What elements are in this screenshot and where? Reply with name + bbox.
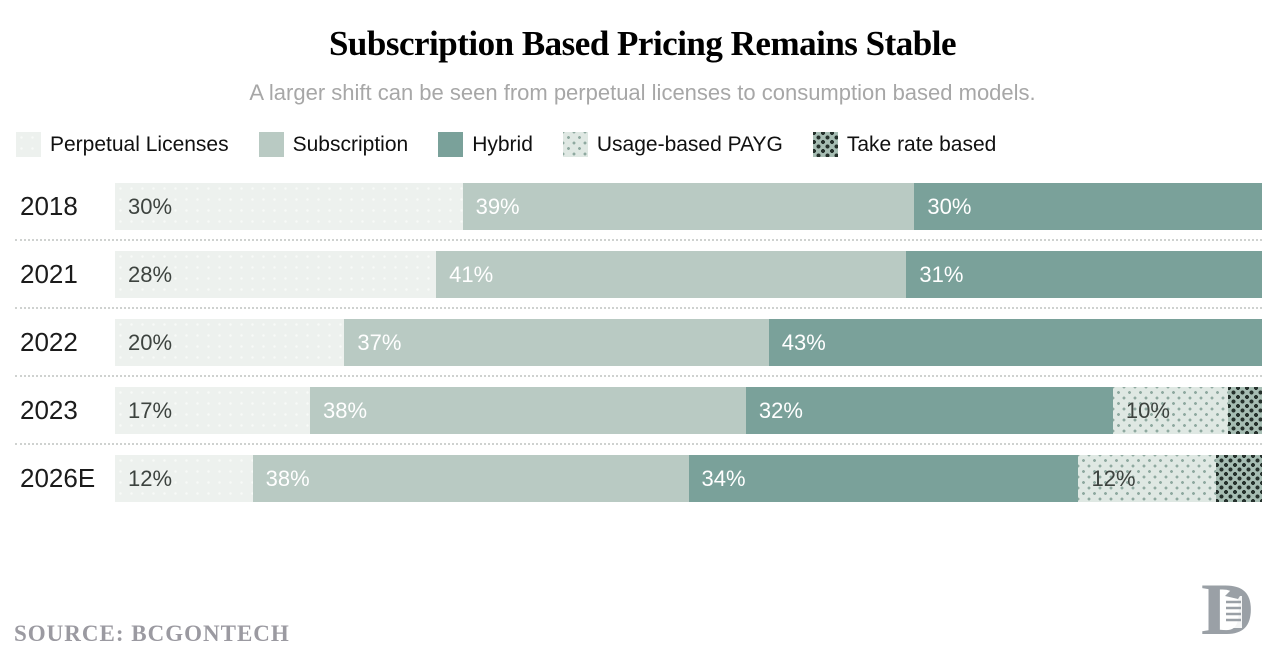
segment-subscription: 39%: [462, 183, 915, 230]
segment-value-label: 20%: [128, 329, 173, 355]
row-separator: [15, 239, 1262, 241]
chart-rows: 2018 30% 39% 30% 2021 28% 41% 31% 2022 20% 37% 43% 2…: [0, 183, 1285, 502]
segment-subscription: 41%: [436, 251, 907, 298]
legend-item-subscription: Subscription: [258, 132, 409, 157]
segment-hybrid: 32%: [745, 387, 1113, 434]
legend-label: Take rate based: [846, 132, 997, 156]
legend-item-usage: Usage-based PAYG: [562, 132, 783, 157]
publisher-logo: D: [1201, 569, 1263, 653]
stacked-bar: 12% 38% 34% 12%: [115, 455, 1262, 502]
chart-row-2018: 2018 30% 39% 30%: [0, 183, 1285, 230]
segment-hybrid: 31%: [906, 251, 1262, 298]
segment-subscription: 37%: [344, 319, 769, 366]
segment-value-label: 38%: [322, 397, 368, 423]
segment-value-label: 31%: [919, 261, 964, 287]
segment-value-label: 43%: [781, 329, 826, 355]
stacked-bar: 17% 38% 32% 10%: [115, 387, 1262, 434]
segment-hybrid: 43%: [768, 319, 1262, 366]
stacked-bar: 28% 41% 31%: [115, 251, 1262, 298]
year-label: 2021: [20, 259, 78, 289]
segment-value-label: 30%: [927, 193, 972, 219]
legend-swatch-hybrid: [438, 132, 464, 157]
stacked-bar: 20% 37% 43%: [115, 319, 1262, 366]
segment-usage: 10%: [1112, 387, 1228, 434]
segment-value-label: 28%: [128, 261, 173, 287]
chart-row-2023: 2023 17% 38% 32% 10%: [0, 387, 1285, 434]
legend-swatch-perpetual: [16, 132, 41, 157]
segment-value-label: 10%: [1125, 397, 1170, 423]
segment-value-label: 38%: [265, 465, 310, 491]
segment-take: [1216, 455, 1262, 502]
year-label: 2026E: [20, 463, 96, 493]
legend-item-take-rate: Take rate based: [812, 132, 997, 157]
segment-perpetual: 17%: [115, 387, 310, 434]
legend-swatch-subscription: [258, 132, 284, 157]
legend-label: Usage-based PAYG: [596, 132, 783, 156]
segment-value-label: 34%: [701, 465, 746, 491]
segment-subscription: 38%: [309, 387, 746, 434]
row-separator: [15, 307, 1262, 309]
chart-row-2022: 2022 20% 37% 43%: [0, 319, 1285, 366]
legend-item-hybrid: Hybrid: [438, 132, 533, 157]
row-separator: [15, 375, 1262, 377]
year-label: 2018: [20, 191, 78, 221]
stacked-bar: 30% 39% 30%: [115, 183, 1262, 230]
monogram-d-icon: D: [1201, 569, 1254, 651]
segment-hybrid: 34%: [688, 455, 1079, 502]
segment-value-label: 30%: [128, 193, 173, 219]
segment-perpetual: 20%: [115, 319, 345, 366]
year-label: 2022: [20, 327, 78, 357]
chart-subtitle: A larger shift can be seen from perpetua…: [249, 80, 1036, 105]
segment-value-label: 37%: [357, 329, 402, 355]
segment-subscription: 38%: [252, 455, 689, 502]
year-label: 2023: [20, 395, 78, 425]
segment-value-label: 12%: [128, 465, 173, 491]
source-credit: SOURCE: BCGONTECH: [14, 621, 290, 646]
segment-value-label: 32%: [758, 397, 803, 423]
legend-label: Perpetual Licenses: [50, 132, 229, 156]
legend-label: Subscription: [292, 132, 409, 156]
page-title: Subscription Based Pricing Remains Stabl…: [328, 24, 957, 63]
segment-value-label: 17%: [128, 397, 173, 423]
segment-usage: 12%: [1078, 455, 1217, 502]
legend-item-perpetual: Perpetual Licenses: [16, 132, 229, 157]
stacked-bar-chart: 2018 30% 39% 30% 2021 28% 41% 31% 2022 20% 37% 43% 2…: [0, 183, 1285, 502]
segment-value-label: 12%: [1091, 465, 1136, 491]
segment-perpetual: 12%: [115, 455, 253, 502]
legend-swatch-take-rate: [812, 132, 838, 157]
legend: Perpetual Licenses Subscription Hybrid U…: [16, 132, 1285, 157]
chart-row-2021: 2021 28% 41% 31%: [0, 251, 1285, 298]
segment-value-label: 39%: [475, 193, 520, 219]
segment-perpetual: 30%: [115, 183, 463, 230]
chart-row-2026E: 2026E 12% 38% 34% 12%: [0, 455, 1285, 502]
row-separator: [15, 443, 1262, 445]
legend-swatch-usage: [562, 132, 588, 157]
segment-value-label: 41%: [449, 261, 494, 287]
segment-perpetual: 28%: [115, 251, 437, 298]
segment-take: [1227, 387, 1262, 434]
segment-hybrid: 30%: [914, 183, 1262, 230]
legend-label: Hybrid: [472, 132, 533, 156]
